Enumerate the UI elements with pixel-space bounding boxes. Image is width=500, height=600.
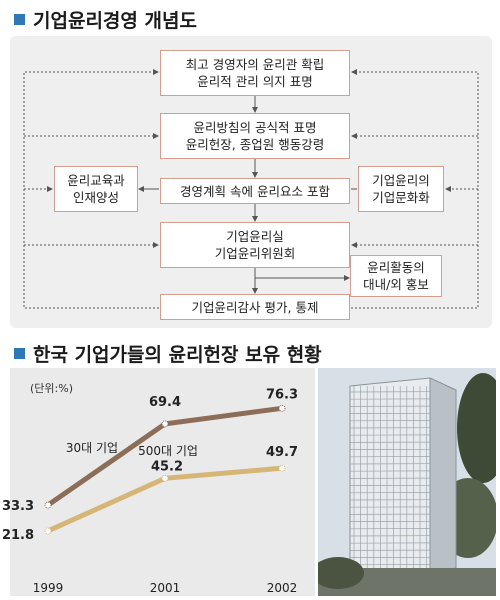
office-building-photo [318,368,496,596]
x-tick-label: 1999 [33,581,64,595]
section-title-text: 기업윤리경영 개념도 [33,9,197,32]
box-ethics-audit: 기업윤리감사 평가, 통제 [160,294,350,320]
square-bullet-icon [14,347,25,359]
section-title-concept: 기업윤리경영 개념도 [14,6,197,32]
chart-unit-label: (단위:%) [30,382,73,395]
value-label: 69.4 [149,395,181,410]
value-label: 45.2 [151,459,183,474]
section-title-charter: 한국 기업가들의 윤리헌장 보유 현황 [14,340,322,366]
box-ceo-ethics: 최고 경영자의 윤리관 확립 윤리적 관리 의지 표명 [160,50,350,96]
value-label: 76.3 [266,387,298,402]
value-label: 49.7 [266,445,298,460]
box-line: 기업윤리위원회 [214,246,296,261]
section-title-text: 한국 기업가들의 윤리헌장 보유 현황 [33,343,322,366]
value-label: 21.8 [2,528,34,543]
data-point [161,474,169,482]
box-ethics-office: 기업윤리실 기업윤리위원회 [160,222,350,268]
series-name-label: 500대 기업 [138,444,198,458]
box-line: 최고 경영자의 윤리관 확립 [185,57,325,72]
building-illustration [318,368,496,596]
series-name-label: 30대 기업 [66,441,118,455]
value-label: 33.3 [2,499,34,514]
data-point [44,501,52,509]
box-ethics-policy: 윤리방침의 공식적 표명 윤리헌장, 종업원 행동강령 [160,113,350,159]
box-line: 기업윤리감사 평가, 통제 [191,299,319,315]
box-line: 윤리방침의 공식적 표명 [193,120,317,135]
x-tick-label: 2002 [267,581,298,595]
box-line: 윤리적 관리 의지 표명 [197,74,313,89]
data-point [161,420,169,428]
square-bullet-icon [14,13,25,25]
box-planning: 경영계획 속에 윤리요소 포함 [160,178,350,204]
box-line: 윤리헌장, 종업원 행동강령 [185,137,325,152]
x-tick-label: 2001 [150,581,181,595]
box-line: 경영계획 속에 윤리요소 포함 [180,183,330,199]
data-point [44,527,52,535]
data-point [278,404,286,412]
data-point [278,464,286,472]
box-line: 기업윤리실 [226,229,284,244]
